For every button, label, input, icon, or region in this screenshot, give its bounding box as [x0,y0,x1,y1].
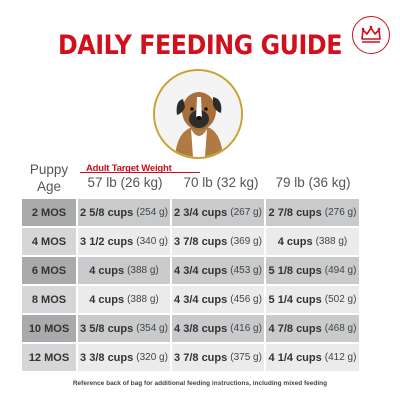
grams-value: (494 g) [324,265,357,276]
grams-value: (369 g) [230,236,262,247]
table-row: 4 MOS 3 1/2 cups (340 g) 3 7/8 cups (369 g… [22,228,359,255]
table-cell: 5 1/4 cups (502 g) [266,286,359,313]
cups-value: 2 5/8 cups [80,206,134,219]
table-cell: 4 3/4 cups (456 g) [172,286,266,313]
brand-logo [352,16,390,54]
grams-value: (375 g) [230,352,262,363]
table-cell: 3 7/8 cups (369 g) [172,228,266,255]
cups-value: 5 1/8 cups [268,264,322,277]
cups-value: 2 3/4 cups [174,206,228,219]
cups-value: 5 1/4 cups [268,293,322,306]
dog-icon [155,71,241,157]
table-cell: 4 7/8 cups (468 g) [266,315,359,342]
age-column-header: Puppy Age [18,161,80,195]
page-title: DAILY FEEDING GUIDE [57,30,343,61]
column-header-57lb: 57 lb (26 kg) [87,175,163,190]
grams-value: (388 g) [127,265,159,276]
table-cell: 3 3/8 cups (320 g) [78,344,172,371]
cups-value: 4 3/4 cups [174,293,228,306]
cups-value: 4 cups [89,264,125,277]
grams-value: (468 g) [324,323,357,334]
table-cell: 4 cups (388 g) [78,286,172,313]
age-cell: 2 MOS [22,199,78,226]
table-cell: 3 1/2 cups (340 g) [78,228,172,255]
table-cell: 4 3/4 cups (453 g) [172,257,266,284]
age-cell: 8 MOS [22,286,78,313]
cups-value: 3 7/8 cups [174,235,228,248]
footnote: Reference back of bag for additional fee… [72,380,328,387]
table-cell: 3 7/8 cups (375 g) [172,344,266,371]
table-cell: 2 7/8 cups (276 g) [266,199,359,226]
grams-value: (456 g) [230,294,262,305]
age-cell: 12 MOS [22,344,78,371]
cups-value: 3 5/8 cups [80,322,134,335]
cups-value: 2 7/8 cups [268,206,322,219]
age-header-line-1: Puppy [29,162,69,177]
age-header-line-2: Age [36,179,62,194]
cups-value: 4 3/4 cups [174,264,228,277]
cups-value: 4 7/8 cups [268,322,322,335]
age-cell: 4 MOS [22,228,78,255]
adult-target-weight-label: Adult Target Weight [86,163,172,174]
table-cell: 2 3/4 cups (267 g) [172,199,266,226]
grams-value: (276 g) [324,207,357,218]
cups-value: 3 3/8 cups [80,351,134,364]
grams-value: (412 g) [324,352,357,363]
grams-value: (453 g) [230,265,262,276]
cups-value: 3 7/8 cups [174,351,228,364]
grams-value: (416 g) [230,323,262,334]
grams-value: (340 g) [136,236,168,247]
cups-value: 3 1/2 cups [80,235,134,248]
table-cell: 2 5/8 cups (254 g) [78,199,172,226]
table-cell: 4 3/8 cups (416 g) [172,315,266,342]
grams-value: (254 g) [136,207,168,218]
column-header-79lb: 79 lb (36 kg) [275,175,351,190]
table-row: 10 MOS 3 5/8 cups (354 g) 4 3/8 cups (416 … [22,315,359,342]
table-cell: 5 1/8 cups (494 g) [266,257,359,284]
cups-value: 4 cups [277,235,313,248]
grams-value: (388 g) [315,236,348,247]
table-cell: 3 5/8 cups (354 g) [78,315,172,342]
column-header-70lb: 70 lb (32 kg) [183,175,259,190]
age-cell: 6 MOS [22,257,78,284]
table-row: 6 MOS 4 cups (388 g) 4 3/4 cups (453 g) 5 … [22,257,359,284]
table-row: 12 MOS 3 3/8 cups (320 g) 3 7/8 cups (375 … [22,344,359,371]
table-row: 8 MOS 4 cups (388 g) 4 3/4 cups (456 g) 5 … [22,286,359,313]
grams-value: (502 g) [324,294,357,305]
target-weight-underline [80,172,200,173]
grams-value: (267 g) [230,207,262,218]
grams-value: (388 g) [127,294,159,305]
cups-value: 4 3/8 cups [174,322,228,335]
puppy-photo [153,69,243,159]
grams-value: (354 g) [136,323,168,334]
table-cell: 4 1/4 cups (412 g) [266,344,359,371]
table-row: 2 MOS 2 5/8 cups (254 g) 2 3/4 cups (267 g… [22,199,359,226]
grams-value: (320 g) [136,352,168,363]
age-cell: 10 MOS [22,315,78,342]
cups-value: 4 1/4 cups [268,351,322,364]
table-cell: 4 cups (388 g) [78,257,172,284]
crown-icon [361,25,381,43]
cups-value: 4 cups [89,293,125,306]
table-cell: 4 cups (388 g) [266,228,359,255]
